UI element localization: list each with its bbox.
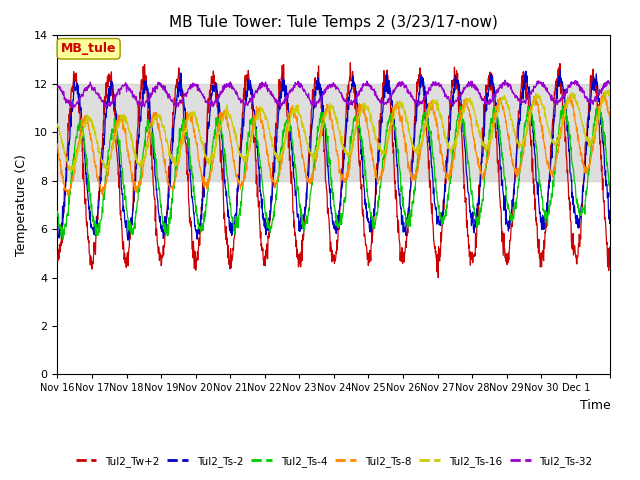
Bar (58, 84, 611, 180)
Legend: Tul2_Tw+2, Tul2_Ts-2, Tul2_Ts-4, Tul2_Ts-8, Tul2_Ts-16, Tul2_Ts-32: Tul2_Tw+2, Tul2_Ts-2, Tul2_Ts-4, Tul2_Ts… (71, 452, 596, 471)
X-axis label: Time: Time (580, 399, 611, 412)
Y-axis label: Temperature (C): Temperature (C) (15, 154, 28, 256)
Title: MB Tule Tower: Tule Temps 2 (3/23/17-now): MB Tule Tower: Tule Temps 2 (3/23/17-now… (170, 15, 499, 30)
Text: MB_tule: MB_tule (61, 42, 116, 55)
